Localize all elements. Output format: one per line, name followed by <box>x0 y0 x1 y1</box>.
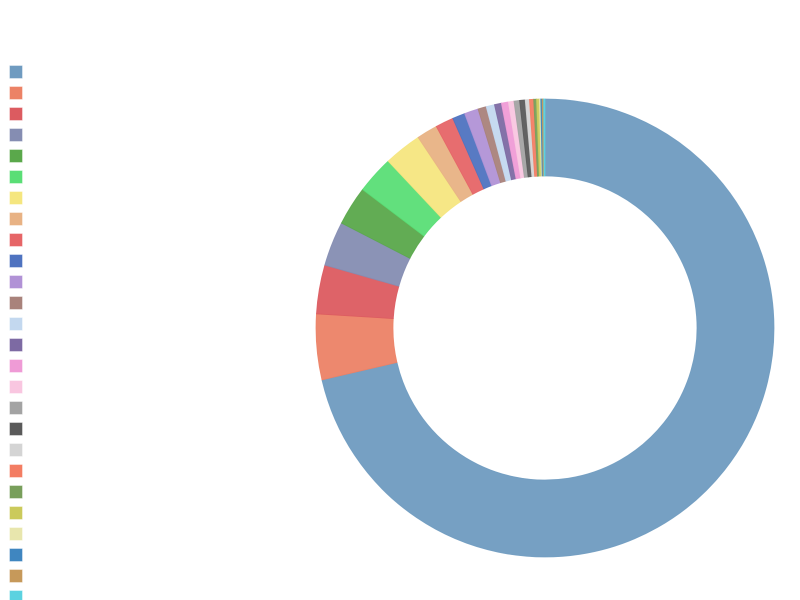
legend-swatch <box>9 170 23 184</box>
legend-swatch <box>9 317 23 331</box>
legend-swatch <box>9 527 23 541</box>
legend-swatch <box>9 86 23 100</box>
legend-swatch <box>9 338 23 352</box>
legend-swatch <box>9 548 23 562</box>
legend-swatch <box>9 485 23 499</box>
legend-swatch <box>9 107 23 121</box>
donut-slice <box>321 98 775 558</box>
legend-swatch <box>9 443 23 457</box>
legend-swatch <box>9 359 23 373</box>
legend-swatch <box>9 212 23 226</box>
legend-swatch <box>9 128 23 142</box>
legend-swatch <box>9 590 23 600</box>
legend-swatch <box>9 401 23 415</box>
legend-swatch <box>9 569 23 583</box>
legend-swatch <box>9 233 23 247</box>
legend-swatch <box>9 464 23 478</box>
legend-swatch <box>9 506 23 520</box>
legend-swatch <box>9 254 23 268</box>
donut-slice <box>543 98 546 177</box>
legend-swatch <box>9 422 23 436</box>
legend-swatch <box>9 65 23 79</box>
legend-swatch <box>9 191 23 205</box>
legend-swatch <box>9 149 23 163</box>
legend-swatch <box>9 275 23 289</box>
legend-swatch <box>9 380 23 394</box>
legend-swatch <box>9 296 23 310</box>
